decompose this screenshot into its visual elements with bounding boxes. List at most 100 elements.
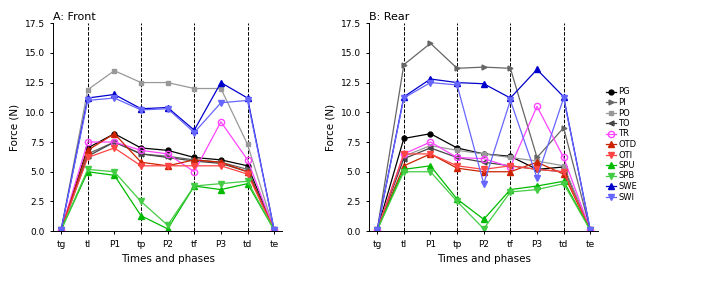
SWI xyxy=(164,107,172,110)
Line: PO: PO xyxy=(59,68,277,232)
SPB xyxy=(373,228,382,232)
SPU xyxy=(84,170,92,173)
PG xyxy=(586,228,595,232)
PI xyxy=(426,42,435,45)
TO xyxy=(399,157,408,160)
SWI xyxy=(559,96,568,100)
TR xyxy=(244,158,252,162)
PO xyxy=(426,144,435,147)
Line: PI: PI xyxy=(59,140,277,232)
OTD xyxy=(110,132,119,136)
PO xyxy=(137,81,145,84)
OTI xyxy=(244,173,252,176)
Text: B: Rear: B: Rear xyxy=(369,12,409,22)
SPB xyxy=(586,228,595,232)
SPU xyxy=(532,184,541,188)
PI xyxy=(399,63,408,66)
Line: SPU: SPU xyxy=(375,163,593,233)
Line: SWE: SWE xyxy=(58,80,277,233)
SWE xyxy=(399,95,408,99)
PG xyxy=(559,165,568,169)
Line: PG: PG xyxy=(59,131,277,232)
PG xyxy=(426,132,435,136)
SWI xyxy=(137,108,145,112)
PI xyxy=(559,126,568,129)
OTI xyxy=(110,146,119,150)
SWI xyxy=(84,99,92,102)
SWI xyxy=(532,176,541,179)
SWI xyxy=(270,228,278,232)
PI xyxy=(244,168,252,171)
SWI xyxy=(479,182,488,185)
OTD xyxy=(270,228,278,232)
PO xyxy=(110,69,119,73)
SPU xyxy=(506,188,515,191)
SWE xyxy=(217,81,225,84)
SWE xyxy=(559,95,568,99)
PG xyxy=(217,158,225,162)
TR xyxy=(506,165,515,169)
PG xyxy=(532,168,541,171)
SPB xyxy=(217,182,225,185)
OTI xyxy=(532,168,541,171)
TR xyxy=(559,156,568,159)
SWI xyxy=(110,96,119,100)
Line: TO: TO xyxy=(59,140,277,232)
Line: OTD: OTD xyxy=(58,131,277,233)
OTI xyxy=(84,156,92,159)
SPU xyxy=(110,174,119,177)
SPB xyxy=(164,223,172,227)
OTD xyxy=(373,228,382,232)
TO xyxy=(373,228,382,232)
SWI xyxy=(586,228,595,232)
OTD xyxy=(57,228,65,232)
OTD xyxy=(137,160,145,164)
SPB xyxy=(532,188,541,191)
Line: SPB: SPB xyxy=(58,166,277,233)
TR xyxy=(479,157,488,160)
SPU xyxy=(399,168,408,171)
PG xyxy=(190,156,198,159)
SPB xyxy=(399,170,408,173)
PO xyxy=(373,228,382,232)
Line: SPU: SPU xyxy=(58,169,277,233)
PO xyxy=(190,87,198,90)
Legend: PG, PI, PO, TO, TR, OTD, OTI, SPU, SPB, SWE, SWI: PG, PI, PO, TO, TR, OTD, OTI, SPU, SPB, … xyxy=(604,86,639,203)
Y-axis label: Force (N): Force (N) xyxy=(325,103,335,151)
TO xyxy=(586,228,595,232)
SWE xyxy=(532,68,541,71)
SWI xyxy=(453,83,462,87)
PI xyxy=(164,155,172,158)
OTI xyxy=(479,168,488,171)
SWI xyxy=(217,101,225,105)
OTD xyxy=(479,170,488,173)
SPU xyxy=(190,184,198,188)
TO xyxy=(217,162,225,165)
TO xyxy=(84,155,92,158)
PI xyxy=(270,228,278,232)
OTD xyxy=(532,160,541,164)
SPU xyxy=(270,228,278,232)
OTI xyxy=(217,164,225,168)
Line: OTI: OTI xyxy=(58,145,277,233)
SPB xyxy=(137,200,145,203)
TO xyxy=(110,140,119,144)
PO xyxy=(270,228,278,232)
PO xyxy=(479,152,488,156)
TR xyxy=(373,228,382,232)
PI xyxy=(373,228,382,232)
Line: SWE: SWE xyxy=(375,67,593,233)
Y-axis label: Force (N): Force (N) xyxy=(9,103,19,151)
SWE xyxy=(84,96,92,100)
PG xyxy=(164,149,172,152)
TO xyxy=(426,146,435,150)
SPU xyxy=(426,164,435,168)
Line: TR: TR xyxy=(374,103,593,233)
SWI xyxy=(244,99,252,102)
PI xyxy=(137,152,145,156)
X-axis label: Times and phases: Times and phases xyxy=(437,254,531,264)
SWI xyxy=(190,131,198,134)
SPB xyxy=(506,190,515,194)
TR xyxy=(110,140,119,144)
TR xyxy=(426,140,435,144)
